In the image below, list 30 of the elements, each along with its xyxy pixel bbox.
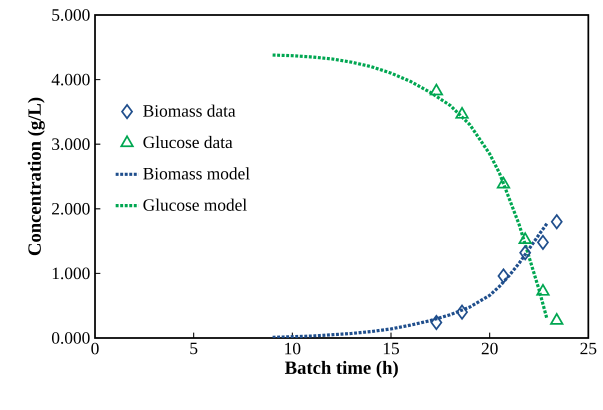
legend-label: Glucose model xyxy=(143,198,247,211)
point xyxy=(518,232,532,244)
x-tick-label: 20 xyxy=(482,342,498,354)
x-tick-label: 5 xyxy=(190,342,198,354)
legend-label: Biomass model xyxy=(143,167,250,180)
y-tick-label: 1.000 xyxy=(52,268,90,280)
line-series xyxy=(271,222,548,338)
point xyxy=(455,106,469,119)
y-tick-label: 4.000 xyxy=(52,74,90,86)
point xyxy=(498,268,510,284)
legend-label: Biomass data xyxy=(143,104,236,117)
point xyxy=(496,176,510,188)
legend-label: Glucose data xyxy=(143,136,232,148)
line-series xyxy=(271,53,548,320)
point xyxy=(519,245,532,260)
point xyxy=(537,234,549,250)
x-tick-label: 10 xyxy=(285,342,300,354)
point xyxy=(430,314,442,330)
y-tick-label: 3.000 xyxy=(52,138,90,150)
x-tick-label: 25 xyxy=(580,342,596,354)
point xyxy=(456,304,468,320)
point xyxy=(550,214,563,230)
x-tick-label: 0 xyxy=(91,342,99,354)
x-tick-label: 15 xyxy=(384,342,399,354)
y-tick-label: 2.000 xyxy=(52,202,90,215)
y-tick-label: 0.000 xyxy=(52,332,90,344)
x-axis-title: Batch time (h) xyxy=(284,360,398,378)
point xyxy=(430,84,444,96)
y-tick-label: 5.000 xyxy=(52,9,90,21)
y-axis-title: Concentration (g/L) xyxy=(28,98,45,256)
